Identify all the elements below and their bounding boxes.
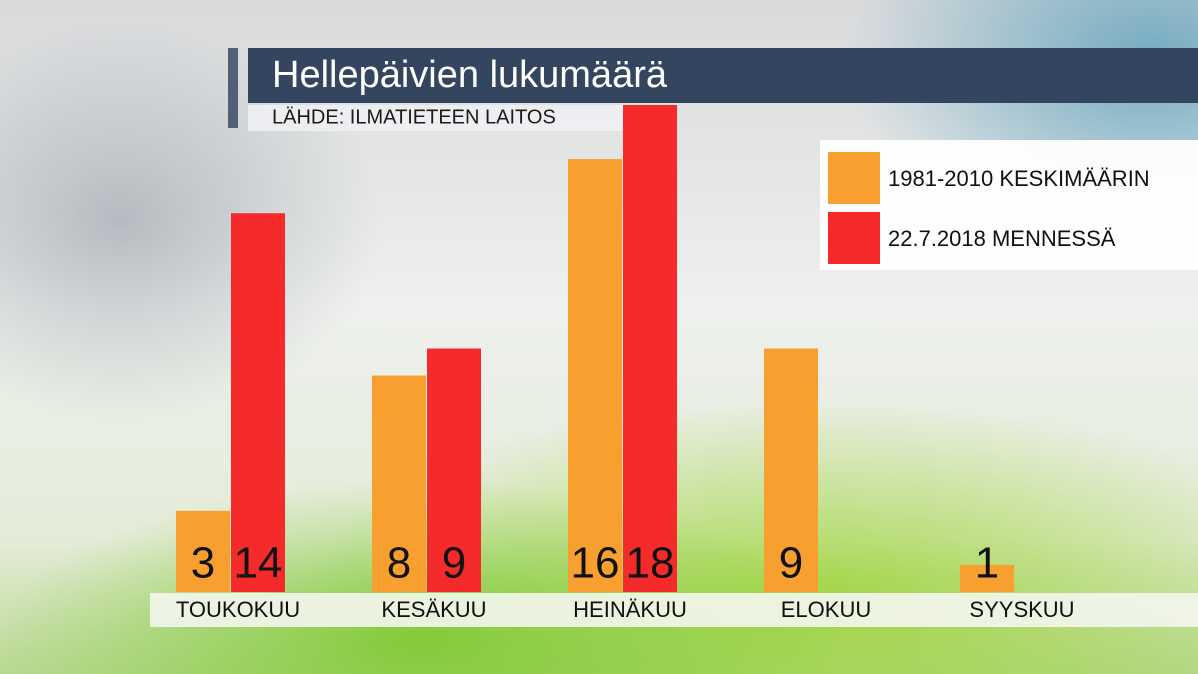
data-label: 18 [626,539,675,588]
legend-label: 1981-2010 KESKIMÄÄRIN [888,166,1150,191]
data-label: 16 [571,539,620,588]
x-tick-label: TOUKOKUU [176,597,300,622]
bar [764,348,818,592]
subtitle-bar [248,105,648,131]
data-label: 14 [234,539,283,588]
x-tick-label: SYYSKUU [969,597,1074,622]
data-label: 1 [975,539,999,588]
legend-label: 22.7.2018 MENNESSÄ [888,226,1116,251]
data-label: 3 [191,539,215,588]
x-tick-label: KESÄKUU [381,597,486,622]
category-strip [150,593,1198,627]
bar [960,564,1014,592]
bar [372,375,426,592]
title-bar [248,48,1198,103]
legend-swatch [828,152,880,204]
title-accent [228,48,238,128]
data-label: 9 [779,539,803,588]
x-tick-label: HEINÄKUU [573,597,687,622]
data-label: 8 [387,539,411,588]
chart-title: Hellepäivien lukumäärä [272,54,668,96]
chart-subtitle: LÄHDE: ILMATIETEEN LAITOS [272,106,556,128]
data-label: 9 [442,539,466,588]
x-tick-label: ELOKUU [781,597,871,622]
bar [231,213,285,592]
bar [623,105,677,592]
bar [176,510,230,592]
bar [427,348,481,592]
bar [568,159,622,592]
legend-swatch [828,212,880,264]
legend-box [820,140,1198,270]
